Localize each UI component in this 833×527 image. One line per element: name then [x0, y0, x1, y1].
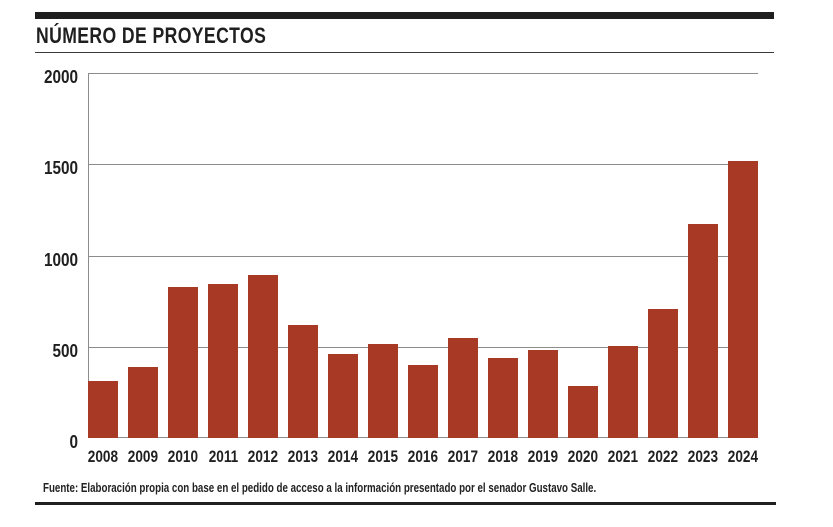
y-tick-label: 0 — [30, 433, 78, 451]
x-tick-label: 2008 — [88, 447, 118, 467]
x-tick-label: 2010 — [168, 447, 198, 467]
x-tick-text: 2019 — [527, 447, 559, 466]
bar-2020 — [568, 386, 598, 438]
x-tick-label: 2021 — [608, 447, 638, 467]
x-tick-label: 2022 — [648, 447, 678, 467]
x-tick-text: 2022 — [647, 447, 679, 466]
x-tick-text: 2009 — [127, 447, 159, 466]
bar-2024 — [728, 160, 758, 438]
bar-2023 — [688, 223, 718, 438]
x-tick-label: 2014 — [328, 447, 358, 467]
gridline-2000 — [88, 73, 758, 74]
x-tick-text: 2008 — [87, 447, 119, 466]
y-tick-label: 2000 — [30, 68, 78, 86]
x-tick-label: 2019 — [528, 447, 558, 467]
y-tick-text: 1500 — [43, 158, 78, 178]
bar-2015 — [368, 344, 398, 438]
x-tick-label: 2015 — [368, 447, 398, 467]
x-tick-label: 2016 — [408, 447, 438, 467]
source-note: Fuente: Elaboración propia con base en e… — [43, 481, 597, 495]
bar-2012 — [248, 274, 278, 438]
bar-2013 — [288, 324, 318, 438]
x-tick-text: 2010 — [167, 447, 199, 466]
bar-2014 — [328, 354, 358, 438]
x-tick-label: 2012 — [248, 447, 278, 467]
x-tick-label: 2009 — [128, 447, 158, 467]
bar-2008 — [88, 381, 118, 438]
x-tick-label: 2013 — [288, 447, 318, 467]
bar-2016 — [408, 365, 438, 438]
x-tick-text: 2018 — [487, 447, 519, 466]
y-axis-line — [88, 73, 89, 438]
x-tick-label: 2017 — [448, 447, 478, 467]
x-tick-text: 2023 — [687, 447, 719, 466]
bar-2021 — [608, 345, 638, 438]
gridline-1500 — [88, 164, 758, 165]
x-tick-text: 2024 — [727, 447, 759, 466]
x-tick-text: 2014 — [327, 447, 359, 466]
y-tick-label: 500 — [30, 342, 78, 360]
bottom-rule — [35, 502, 776, 505]
x-tick-label: 2018 — [488, 447, 518, 467]
y-tick-text: 2000 — [43, 67, 78, 87]
y-tick-text: 1000 — [43, 250, 78, 270]
top-rule — [35, 12, 774, 19]
bar-2019 — [528, 349, 558, 438]
chart-title: NÚMERO DE PROYECTOS — [36, 23, 267, 48]
x-tick-text: 2015 — [367, 447, 399, 466]
y-tick-label: 1000 — [30, 251, 78, 269]
gridline-1000 — [88, 256, 758, 257]
bar-2011 — [208, 283, 238, 438]
bar-2017 — [448, 337, 478, 438]
title-divider — [35, 52, 774, 53]
bar-2018 — [488, 357, 518, 438]
x-tick-text: 2011 — [208, 447, 238, 466]
x-tick-text: 2013 — [287, 447, 319, 466]
y-axis-labels: 0 500 1000 1500 2000 — [30, 68, 78, 451]
x-tick-text: 2020 — [567, 447, 599, 466]
x-tick-label: 2011 — [208, 447, 238, 467]
x-tick-text: 2021 — [607, 447, 639, 466]
y-tick-text: 0 — [69, 432, 78, 452]
y-tick-label: 1500 — [30, 159, 78, 177]
x-tick-text: 2017 — [447, 447, 479, 466]
x-tick-label: 2024 — [728, 447, 758, 467]
x-axis-labels: 2008 2009 2010 2011 2012 2013 2014 2015 2016 2017… — [88, 447, 758, 467]
y-tick-text: 500 — [52, 341, 78, 361]
bar-2009 — [128, 366, 158, 438]
x-tick-text: 2012 — [247, 447, 279, 466]
bar-2010 — [168, 286, 198, 438]
bar-2022 — [648, 309, 678, 438]
bars-group — [88, 73, 758, 438]
x-tick-label: 2023 — [688, 447, 718, 467]
bar-chart — [88, 73, 758, 438]
gridline-500 — [88, 347, 758, 348]
x-tick-label: 2020 — [568, 447, 598, 467]
x-tick-text: 2016 — [407, 447, 439, 466]
